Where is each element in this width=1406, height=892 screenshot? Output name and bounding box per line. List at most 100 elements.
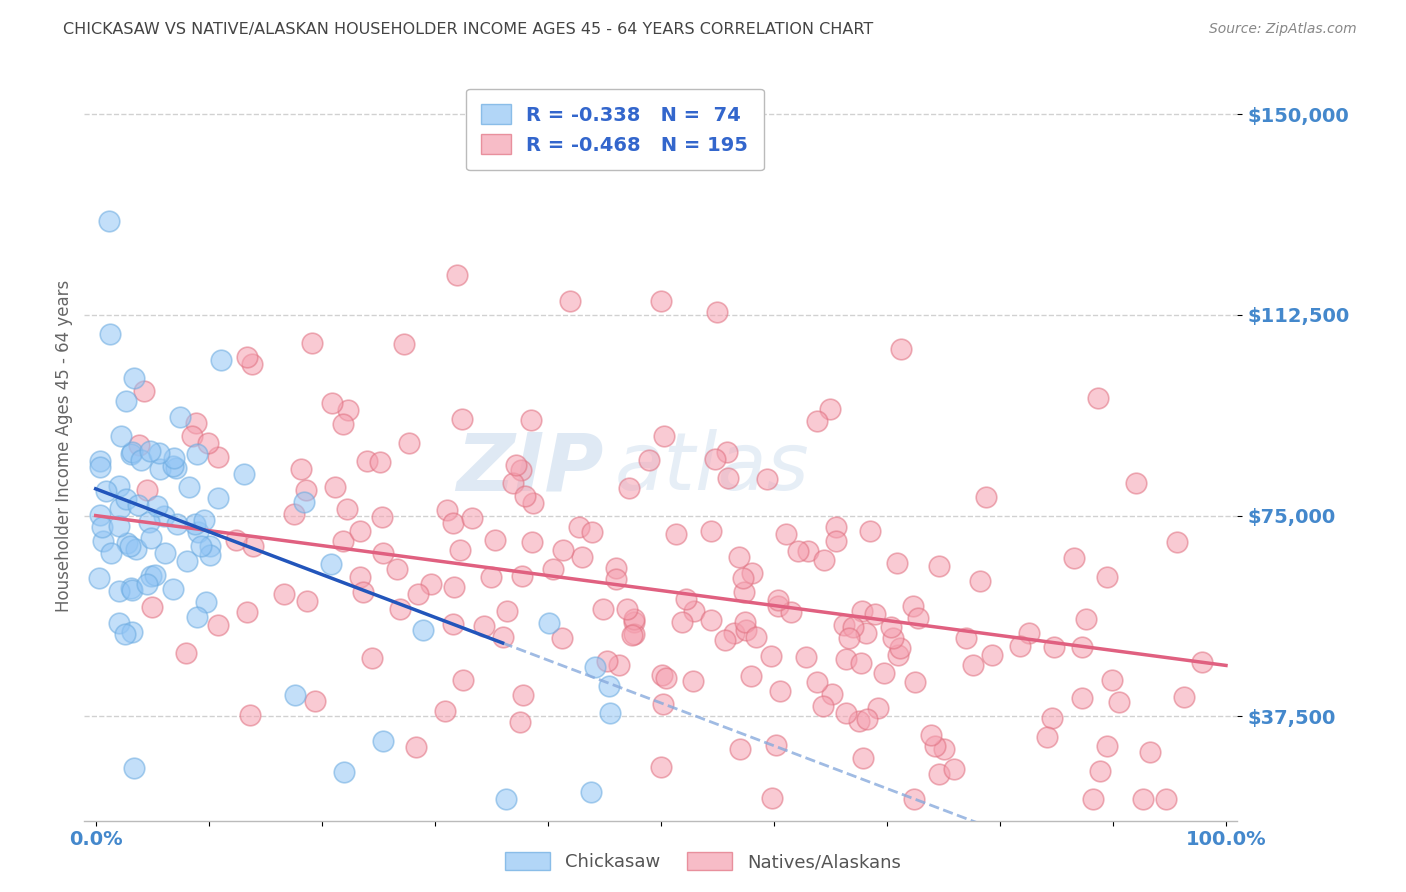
Point [128, 438, 150, 452]
Point [163, 450, 186, 465]
Point [728, 742, 751, 756]
Point [132, 384, 155, 399]
Point [122, 761, 145, 775]
Point [522, 496, 544, 510]
Point [301, 335, 323, 350]
Point [127, 499, 149, 513]
Point [108, 519, 131, 533]
Point [385, 561, 408, 575]
Point [292, 494, 315, 508]
Point [513, 489, 536, 503]
Point [356, 453, 378, 467]
Point [848, 714, 870, 729]
Point [450, 412, 472, 426]
Point [551, 631, 574, 645]
Point [194, 595, 217, 609]
Point [592, 601, 614, 615]
Point [1008, 639, 1031, 653]
Point [162, 582, 184, 596]
Point [153, 508, 176, 523]
Point [866, 701, 889, 715]
Point [855, 626, 877, 640]
Point [451, 673, 474, 687]
Point [114, 627, 136, 641]
Point [1095, 570, 1118, 584]
Point [621, 628, 644, 642]
Point [650, 294, 672, 309]
Point [141, 600, 163, 615]
Point [1191, 655, 1213, 669]
Point [242, 539, 264, 553]
Point [121, 624, 143, 639]
Point [148, 446, 170, 460]
Point [651, 667, 673, 681]
Point [240, 357, 263, 371]
Point [190, 540, 212, 554]
Point [1071, 690, 1094, 705]
Point [865, 607, 887, 622]
Point [813, 553, 835, 567]
Point [332, 533, 354, 548]
Point [441, 516, 464, 530]
Point [1088, 764, 1111, 779]
Point [682, 604, 704, 618]
Point [186, 609, 208, 624]
Point [187, 524, 209, 539]
Point [787, 543, 810, 558]
Point [120, 581, 142, 595]
Point [851, 657, 873, 671]
Point [650, 760, 672, 774]
Point [1108, 695, 1130, 709]
Point [882, 631, 904, 645]
Text: CHICKASAW VS NATIVE/ALASKAN HOUSEHOLDER INCOME AGES 45 - 64 YEARS CORRELATION CH: CHICKASAW VS NATIVE/ALASKAN HOUSEHOLDER … [63, 22, 873, 37]
Point [617, 481, 640, 495]
Point [583, 659, 606, 673]
Point [699, 613, 721, 627]
Point [135, 483, 157, 497]
Point [855, 712, 877, 726]
Y-axis label: Householder Income Ages 45 - 64 years: Householder Income Ages 45 - 64 years [55, 280, 73, 612]
Point [239, 707, 262, 722]
Point [955, 632, 977, 646]
Point [352, 585, 374, 599]
Point [759, 648, 782, 663]
Point [734, 615, 756, 629]
Text: Source: ZipAtlas.com: Source: ZipAtlas.com [1209, 22, 1357, 37]
Point [873, 666, 896, 681]
Point [368, 454, 391, 468]
Point [768, 592, 790, 607]
Point [706, 305, 728, 319]
Point [91, 520, 114, 534]
Point [135, 576, 157, 591]
Point [796, 544, 818, 558]
Point [1087, 391, 1109, 405]
Point [880, 620, 903, 634]
Point [284, 688, 307, 702]
Point [176, 554, 198, 568]
Point [153, 546, 176, 560]
Point [903, 599, 925, 613]
Point [1063, 551, 1085, 566]
Point [731, 571, 754, 585]
Point [932, 742, 955, 756]
Point [1081, 792, 1104, 806]
Point [655, 671, 678, 685]
Point [419, 577, 441, 591]
Point [704, 451, 727, 466]
Point [332, 417, 354, 431]
Point [1139, 745, 1161, 759]
Point [571, 550, 593, 565]
Point [765, 738, 787, 752]
Point [806, 414, 828, 428]
Point [740, 669, 762, 683]
Point [928, 558, 950, 573]
Point [510, 569, 533, 583]
Point [436, 503, 458, 517]
Point [198, 539, 221, 553]
Point [623, 627, 645, 641]
Point [89, 454, 111, 468]
Point [89, 571, 111, 585]
Point [928, 766, 950, 780]
Point [794, 650, 817, 665]
Point [118, 539, 141, 553]
